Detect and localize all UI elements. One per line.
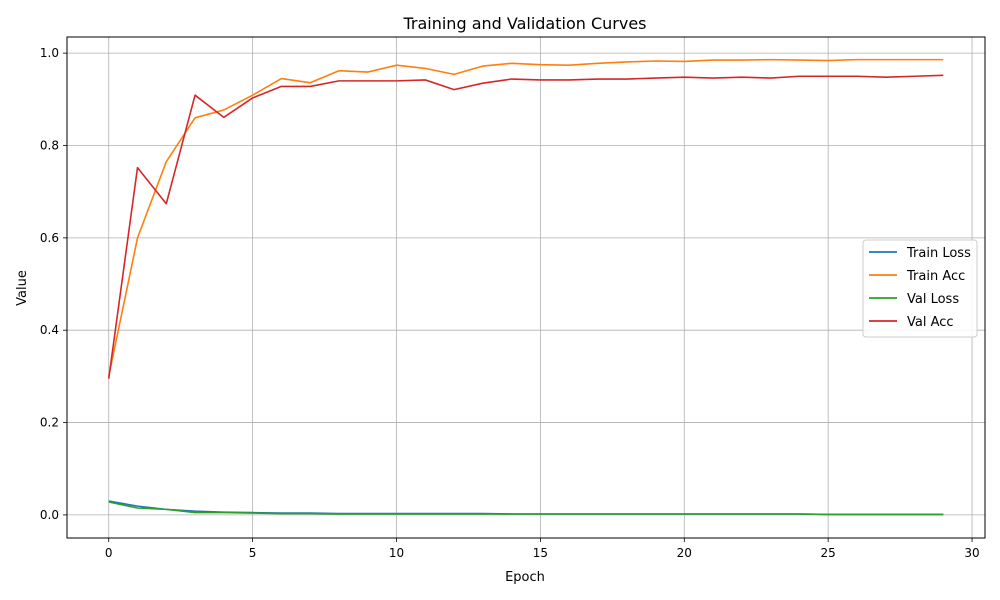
legend-label-train-acc: Train Acc xyxy=(906,269,965,284)
y-tick-label: 0.6 xyxy=(40,231,59,245)
legend-label-train-loss: Train Loss xyxy=(906,246,971,261)
x-tick-label: 15 xyxy=(533,546,548,560)
chart-title: Training and Validation Curves xyxy=(402,14,646,33)
legend: Train Loss Train Acc Val Loss Val Acc xyxy=(862,239,978,338)
x-tick-label: 0 xyxy=(105,546,113,560)
val-loss-line xyxy=(108,501,944,516)
legend-label-val-acc: Val Acc xyxy=(907,315,954,330)
x-tick-label: 5 xyxy=(249,546,257,560)
y-tick-label: 1.0 xyxy=(40,46,59,60)
plot-area xyxy=(66,36,986,539)
grid-lines xyxy=(67,37,985,538)
x-tick-label: 20 xyxy=(677,546,692,560)
legend-frame xyxy=(862,239,978,338)
axes-frame xyxy=(66,36,986,539)
y-tick-label: 0.2 xyxy=(40,416,59,430)
x-axis: 0 5 10 15 20 25 30 xyxy=(105,538,980,560)
x-tick-label: 10 xyxy=(389,546,404,560)
train-acc-line xyxy=(107,58,944,377)
y-tick-label: 0.8 xyxy=(40,139,59,153)
y-tick-label: 0.0 xyxy=(40,508,59,522)
data-series xyxy=(107,58,944,516)
x-axis-label: Epoch xyxy=(505,570,545,585)
y-axis-label: Value xyxy=(15,270,30,306)
x-tick-label: 25 xyxy=(821,546,836,560)
y-axis: 0.0 0.2 0.4 0.6 0.8 1.0 xyxy=(40,46,67,522)
y-tick-label: 0.4 xyxy=(40,323,59,337)
x-tick-label: 30 xyxy=(964,546,979,560)
val-acc-line xyxy=(107,74,944,379)
legend-label-val-loss: Val Loss xyxy=(907,292,959,307)
